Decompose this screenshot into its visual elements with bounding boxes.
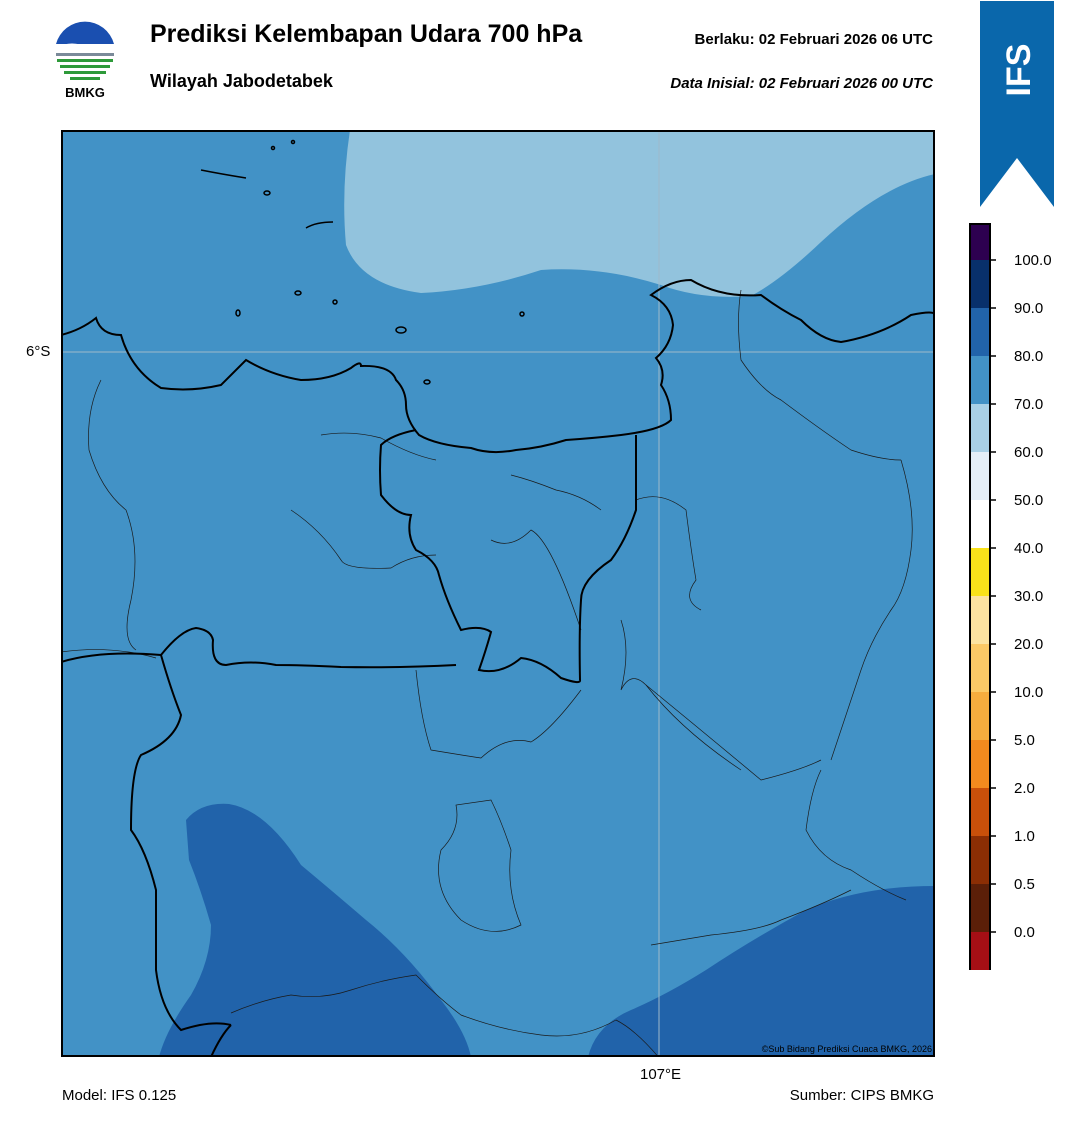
colorbar-segment: [970, 596, 990, 644]
source-label: Sumber: CIPS BMKG: [789, 1087, 934, 1104]
map-subtitle: Wilayah Jabodetabek: [150, 71, 333, 91]
map-title: Prediksi Kelembapan Udara 700 hPa: [150, 20, 583, 48]
colorbar-segment: [970, 356, 990, 404]
colorbar-segment: [970, 884, 990, 932]
thousand-islands: [200, 139, 525, 385]
colorbar-segment: [970, 548, 990, 596]
copyright-text: ©Sub Bidang Prediksi Cuaca BMKG, 2026: [762, 1044, 932, 1054]
colorbar-segment: [970, 452, 990, 500]
colorbar-segment: [970, 788, 990, 836]
colorbar-segment: [970, 644, 990, 692]
colorbar-tick-label: 90.0: [1014, 300, 1043, 317]
colorbar-tick-label: 70.0: [1014, 396, 1043, 413]
colorbar-tick-label: 50.0: [1014, 492, 1043, 509]
humidity-band-60-70: [344, 130, 935, 297]
colorbar-tick-label: 30.0: [1014, 588, 1043, 605]
ifs-badge: IFS: [980, 1, 1054, 207]
colorbar-segment: [970, 260, 990, 308]
longitude-label: 107°E: [640, 1066, 682, 1083]
coastline: [61, 278, 935, 454]
colorbar-tick-label: 2.0: [1014, 780, 1035, 797]
province-boundaries: [61, 429, 638, 1057]
colorbar-segment: [970, 692, 990, 740]
humidity-band-80-90-se: [588, 886, 935, 1057]
colorbar: 100.0 90.0 80.0 70.0 60.0 50.0 40.0 30.0 20.0 10.…: [969, 223, 1052, 970]
colorbar-tick-label: 60.0: [1014, 444, 1043, 461]
initial-time: Data Inisial: 02 Februari 2026 00 UTC: [670, 75, 933, 92]
district-boundaries: [61, 289, 913, 1057]
colorbar-tick-label: 80.0: [1014, 348, 1043, 365]
colorbar-tick-label: 1.0: [1014, 828, 1035, 845]
colorbar-tick-label: 5.0: [1014, 732, 1035, 749]
colorbar-segment: [970, 224, 990, 260]
colorbar-frame: [969, 223, 991, 970]
colorbar-tick-label: 10.0: [1014, 684, 1043, 701]
valid-time: Berlaku: 02 Februari 2026 06 UTC: [694, 31, 933, 48]
colorbar-segment: [970, 836, 990, 884]
colorbar-tick-label: 40.0: [1014, 540, 1043, 557]
bmkg-logo: BMKG: [55, 21, 115, 100]
colorbar-segment: [970, 404, 990, 452]
colorbar-tick-label: 0.0: [1014, 924, 1035, 941]
colorbar-segment: [970, 932, 990, 970]
colorbar-segment: [970, 308, 990, 356]
ifs-badge-text: IFS: [1000, 44, 1038, 97]
model-label: Model: IFS 0.125: [62, 1087, 177, 1104]
colorbar-segment: [970, 740, 990, 788]
latitude-label: 6°S: [26, 343, 51, 360]
logo-text: BMKG: [65, 85, 105, 100]
colorbar-tick-label: 0.5: [1014, 876, 1035, 893]
humidity-map: ©Sub Bidang Prediksi Cuaca BMKG, 2026: [61, 130, 935, 1057]
colorbar-segment: [970, 500, 990, 548]
colorbar-tick-label: 20.0: [1014, 636, 1043, 653]
colorbar-tick-label: 100.0: [1014, 252, 1052, 269]
humidity-band-80-90-sw: [159, 803, 471, 1057]
